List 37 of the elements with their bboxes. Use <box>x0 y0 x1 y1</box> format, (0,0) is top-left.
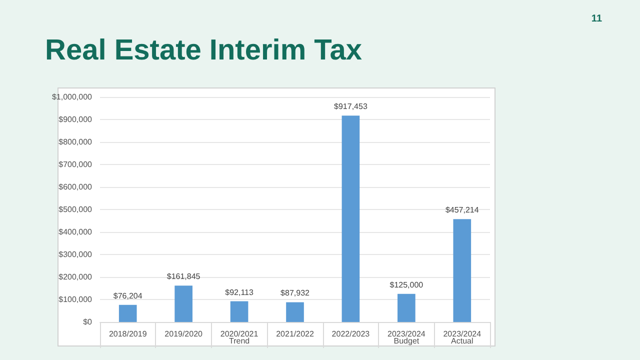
x-tick-label: 2020/2021 <box>220 330 259 338</box>
y-tick-label: $0 <box>83 318 93 326</box>
x-tick-label: 2019/2020 <box>164 330 204 338</box>
x-tick-label: 2018/2019 <box>108 330 148 338</box>
x-tick-label: 2021/2022 <box>276 330 314 338</box>
y-tick-label: $500,000 <box>58 205 93 214</box>
y-tick-label: $400,000 <box>58 228 93 236</box>
x-tick-label: 2022/2023 <box>332 330 370 338</box>
data-label: $161,845 <box>166 272 201 282</box>
text: 11 <box>591 14 602 24</box>
data-label: $457,214 <box>445 206 480 215</box>
bar <box>174 286 192 322</box>
bar <box>342 116 360 322</box>
data-label: $76,204 <box>113 291 143 300</box>
text: Actual <box>451 336 474 346</box>
y-tick-label: $700,000 <box>58 160 93 169</box>
data-label: $917,453 <box>334 102 368 112</box>
x-tick-label: 2023/2024 <box>443 330 482 338</box>
bar <box>453 219 472 322</box>
y-tick-label: $900,000 <box>58 115 93 124</box>
x-tick-label: 2023/2024 <box>388 330 426 338</box>
data-label: $92,113 <box>225 288 254 297</box>
y-tick-label: $800,000 <box>58 138 93 146</box>
bar <box>118 304 137 322</box>
y-tick-label: $200,000 <box>58 272 93 282</box>
chart-title: Real Estate Interim Tax <box>45 34 362 66</box>
y-tick-label: $600,000 <box>58 182 93 192</box>
y-tick-label: $1,000,000 <box>52 92 93 102</box>
y-tick-label: $100,000 <box>58 295 93 304</box>
y-tick-label: $300,000 <box>58 250 93 259</box>
text: Budget <box>394 336 420 346</box>
bar <box>230 301 248 322</box>
data-label: $125,000 <box>390 280 424 290</box>
data-label: $87,932 <box>280 288 310 298</box>
bar <box>286 302 304 322</box>
bar <box>398 294 416 322</box>
text: Trend <box>228 336 250 346</box>
